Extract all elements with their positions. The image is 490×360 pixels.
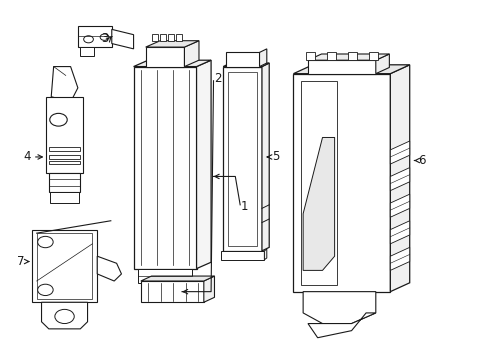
Polygon shape	[141, 276, 215, 281]
Circle shape	[50, 113, 67, 126]
Bar	[49, 155, 80, 159]
Polygon shape	[146, 41, 199, 47]
Text: 5: 5	[271, 150, 279, 163]
Bar	[160, 34, 166, 41]
Polygon shape	[391, 168, 410, 191]
Polygon shape	[294, 65, 410, 74]
Polygon shape	[51, 67, 78, 102]
Polygon shape	[308, 60, 376, 74]
Polygon shape	[260, 49, 267, 67]
Polygon shape	[308, 54, 390, 60]
Text: 1: 1	[241, 200, 248, 213]
Bar	[138, 269, 192, 283]
Bar	[80, 47, 94, 56]
Circle shape	[84, 36, 94, 43]
Bar	[50, 192, 79, 203]
Polygon shape	[221, 251, 265, 260]
Bar	[152, 34, 158, 41]
Bar	[176, 34, 182, 41]
Text: 6: 6	[418, 154, 426, 167]
Bar	[37, 233, 93, 299]
Polygon shape	[97, 256, 122, 281]
Polygon shape	[376, 54, 390, 74]
Polygon shape	[391, 247, 410, 270]
Polygon shape	[262, 63, 269, 251]
Bar	[49, 147, 80, 151]
Polygon shape	[391, 65, 410, 292]
Bar	[169, 34, 174, 41]
Polygon shape	[391, 221, 410, 244]
Polygon shape	[223, 63, 269, 67]
Bar	[223, 67, 262, 251]
Bar	[326, 53, 336, 60]
Polygon shape	[184, 41, 199, 67]
Polygon shape	[303, 138, 335, 270]
Polygon shape	[134, 60, 211, 67]
Polygon shape	[391, 141, 410, 164]
Bar	[306, 53, 315, 60]
Bar	[347, 53, 357, 60]
Bar	[47, 97, 83, 173]
Circle shape	[100, 34, 109, 40]
Text: 3: 3	[101, 32, 108, 45]
Polygon shape	[308, 313, 376, 338]
Bar	[294, 74, 391, 292]
Bar	[49, 161, 80, 164]
Bar	[134, 67, 196, 269]
Polygon shape	[225, 53, 260, 67]
Bar	[146, 47, 184, 67]
Polygon shape	[42, 302, 88, 329]
Text: 2: 2	[215, 72, 222, 85]
Polygon shape	[204, 276, 215, 302]
Polygon shape	[196, 60, 211, 269]
Polygon shape	[391, 194, 410, 217]
Circle shape	[38, 284, 53, 296]
Text: 4: 4	[24, 150, 31, 163]
Bar	[368, 53, 378, 60]
Polygon shape	[141, 281, 204, 302]
Polygon shape	[303, 292, 376, 324]
Text: 7: 7	[17, 255, 24, 268]
Bar	[32, 230, 97, 302]
Polygon shape	[112, 30, 134, 49]
Circle shape	[55, 309, 74, 324]
Circle shape	[38, 237, 53, 248]
Bar	[78, 26, 112, 47]
Polygon shape	[265, 249, 267, 260]
Bar	[228, 72, 257, 246]
Bar	[49, 173, 80, 192]
